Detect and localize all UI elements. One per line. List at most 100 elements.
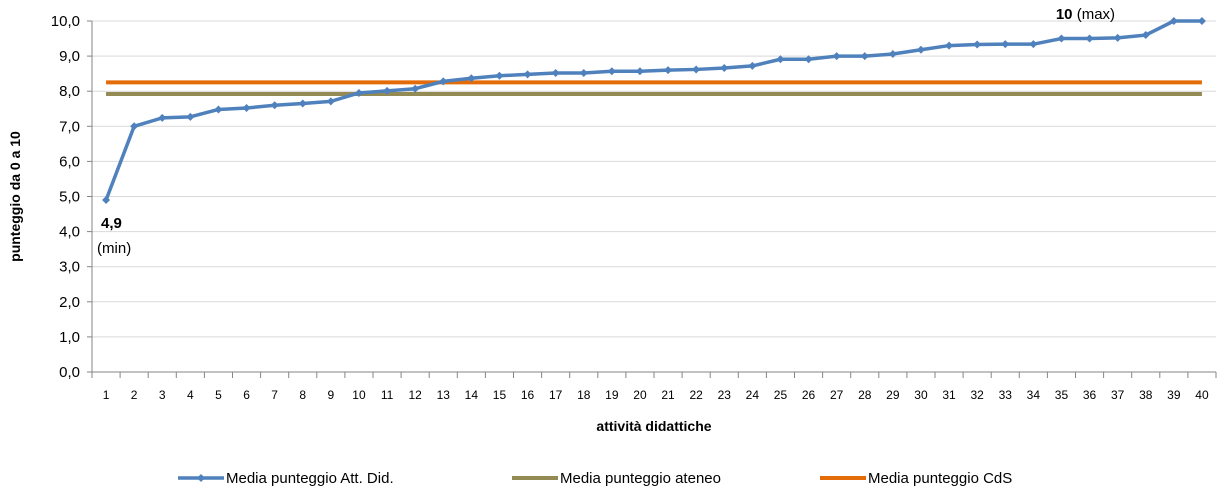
data-point [523,70,532,79]
x-axis-ticks: 1 2 3 4 5 6 7 8 9 10 11 12 13 14 15 16 17 18 19 20 21 22 23 24 2… [91,372,1217,402]
x-tick-label: 4 [187,388,194,402]
data-point [888,49,897,58]
data-point [804,55,813,64]
y-tick-label: 3,0 [59,259,80,276]
x-axis-title: attività didattiche [596,418,711,434]
legend-item: Media punteggio ateneo [512,470,721,487]
x-tick-label: 27 [830,388,844,402]
y-tick-label: 6,0 [59,153,80,170]
data-point [832,52,841,61]
x-tick-label: 17 [549,388,563,402]
x-tick-label: 8 [299,388,306,402]
x-tick-label: 39 [1167,388,1181,402]
data-point [916,45,925,54]
data-point [186,112,195,121]
x-tick-label: 21 [661,388,675,402]
x-tick-label: 12 [408,388,422,402]
data-point [130,122,139,131]
legend-item: Media punteggio Att. Did. [178,470,394,487]
data-point [860,52,869,61]
x-tick-label: 2 [131,388,138,402]
data-point [1029,40,1038,49]
x-tick-label: 9 [328,388,335,402]
data-point [354,88,363,97]
data-point [214,105,223,114]
data-point [298,99,307,108]
x-tick-label: 14 [465,388,479,402]
x-tick-label: 33 [999,388,1013,402]
series-layer [102,17,1206,205]
legend-item: Media punteggio CdS [820,470,1012,487]
data-point [973,40,982,49]
min-caption-label: (min) [97,240,131,257]
x-tick-label: 40 [1195,388,1209,402]
data-point [1113,33,1122,42]
y-tick-label: 5,0 [59,189,80,206]
x-tick-label: 29 [886,388,900,402]
x-tick-label: 26 [802,388,816,402]
x-tick-label: 37 [1111,388,1125,402]
x-tick-label: 13 [437,388,451,402]
y-axis-ticks: 0,0 1,0 2,0 3,0 4,0 5,0 6,0 7,0 8,0 9,0 10,0 [51,13,80,381]
x-tick-label: 22 [689,388,703,402]
x-tick-label: 36 [1083,388,1097,402]
gridlines [87,20,1216,373]
min-value-label: 4,9 [101,215,122,232]
data-point [158,113,167,122]
x-tick-label: 11 [381,388,394,402]
data-point [411,84,420,93]
data-point [607,67,616,76]
x-tick-label: 1 [103,388,110,402]
legend-label: Media punteggio Att. Did. [226,470,394,487]
data-point [1085,34,1094,43]
x-tick-label: 6 [243,388,250,402]
x-tick-label: 18 [577,388,591,402]
y-tick-label: 7,0 [59,118,80,135]
y-tick-label: 1,0 [59,329,80,346]
data-point [579,68,588,77]
data-point [720,64,729,73]
x-tick-label: 20 [633,388,647,402]
data-point [1141,31,1150,40]
data-point [467,74,476,83]
data-point [1057,34,1066,43]
legend-label: Media punteggio CdS [868,470,1012,487]
x-tick-label: 25 [774,388,788,402]
x-tick-label: 15 [493,388,507,402]
x-tick-label: 31 [942,388,956,402]
data-point [383,86,392,95]
max-value-label: 10 [1056,6,1073,23]
data-point [1169,17,1178,25]
x-tick-label: 38 [1139,388,1153,402]
data-point [692,65,701,74]
data-point [495,71,504,80]
data-point [242,104,251,113]
data-point [270,101,279,110]
data-point [776,55,785,64]
x-tick-label: 32 [970,388,984,402]
x-tick-label: 7 [271,388,278,402]
legend-marker [197,474,205,482]
x-tick-label: 34 [1027,388,1041,402]
data-point [748,61,757,70]
legend: Media punteggio Att. Did. Media punteggio… [178,470,1012,487]
max-caption-label: (max) [1073,6,1116,23]
data-point [635,67,644,76]
max-annotation: 10 (max) [1056,6,1115,23]
data-point [551,68,560,77]
x-tick-label: 23 [718,388,732,402]
annotations: 4,9 (min) 10 (max) [97,6,1115,257]
x-tick-label: 3 [159,388,166,402]
data-point [664,66,673,75]
y-tick-label: 8,0 [59,83,80,100]
data-point [1197,17,1206,25]
x-tick-label: 28 [858,388,872,402]
x-tick-label: 24 [746,388,760,402]
series-line-media-punteggio-att-did [104,19,1202,201]
y-tick-label: 4,0 [59,224,80,241]
data-point [1001,40,1010,49]
y-tick-label: 9,0 [59,48,80,65]
data-point [945,41,954,50]
